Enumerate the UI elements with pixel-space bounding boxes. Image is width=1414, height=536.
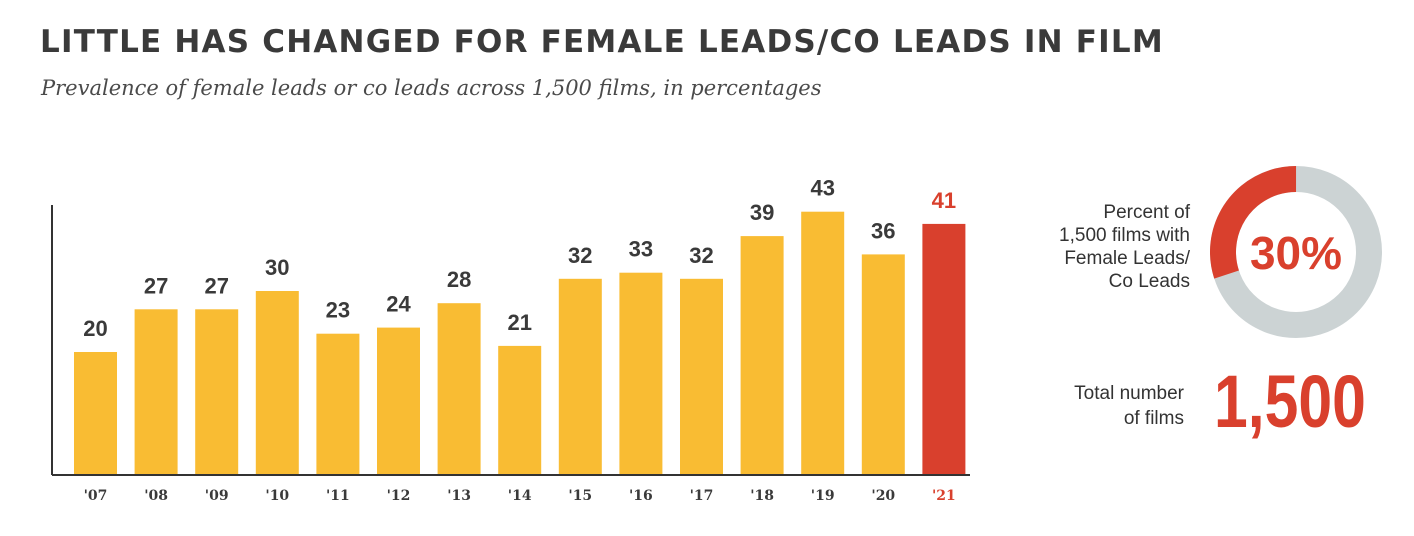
donut-description-line: Co Leads [1108, 271, 1190, 292]
tick-labels-group: '07 '08 '09 '10 '11 '12 '13 '14 '15 '16 '17 '18 '19 '… [84, 488, 956, 504]
bar-09 [195, 309, 239, 474]
data-label: 20 [83, 316, 107, 341]
total-films-description-line: Total number [1074, 383, 1184, 404]
x-tick-label: '08 [144, 488, 168, 504]
bar-13 [437, 303, 481, 474]
x-tick-label: '21 [932, 488, 956, 504]
bar-18 [740, 236, 784, 474]
data-label: 21 [507, 310, 531, 335]
bar-17 [680, 278, 723, 474]
bar-07 [74, 352, 117, 474]
data-label: 41 [932, 188, 956, 213]
x-tick-label: '14 [508, 488, 532, 504]
total-films-description-line: of films [1123, 408, 1184, 429]
donut-description-line: Female Leads/ [1064, 248, 1190, 269]
data-label: 36 [871, 218, 895, 243]
bar-11 [316, 333, 360, 474]
total-films-description: Total number of films [990, 381, 1184, 431]
donut-description: Percent of 1,500 films with Female Leads… [990, 201, 1190, 293]
data-label: 27 [144, 273, 168, 298]
x-tick-label: '20 [871, 488, 895, 504]
x-tick-label: '19 [811, 488, 835, 504]
data-labels-group: 20 27 27 30 23 24 28 21 32 33 32 39 43 36 41 [83, 176, 956, 341]
data-label: 43 [810, 176, 834, 201]
x-tick-label: '13 [447, 488, 471, 504]
bar-10 [255, 291, 299, 474]
bar-19 [801, 211, 845, 474]
x-tick-label: '16 [629, 488, 653, 504]
x-tick-label: '11 [326, 488, 350, 504]
bar-12 [377, 327, 420, 474]
x-tick-label: '10 [265, 488, 289, 504]
x-tick-label: '15 [568, 488, 592, 504]
bar-20 [861, 254, 905, 474]
x-tick-label: '09 [205, 488, 229, 504]
bar-16 [619, 272, 663, 474]
donut-description-line: Percent of [1103, 202, 1190, 223]
data-label: 23 [326, 298, 350, 323]
chart-subtitle: Prevalence of female leads or co leads a… [41, 76, 822, 100]
bar-08 [134, 309, 178, 474]
x-tick-label: '18 [750, 488, 774, 504]
data-label: 33 [629, 237, 653, 262]
bars-group [74, 211, 966, 474]
bar-15 [558, 278, 602, 474]
donut-segment [1210, 166, 1382, 338]
data-label: 32 [568, 243, 592, 268]
data-label: 28 [447, 267, 471, 292]
data-label: 30 [265, 255, 289, 280]
data-label: 32 [689, 243, 713, 268]
donut-description-line: 1,500 films with [1059, 225, 1190, 246]
bar-21 [922, 223, 966, 474]
bar-14 [498, 345, 542, 474]
x-tick-label: '17 [690, 488, 714, 504]
data-label: 39 [750, 200, 774, 225]
chart-title: LITTLE HAS CHANGED FOR FEMALE LEADS/CO L… [40, 24, 1164, 60]
donut-chart: 30% [1210, 166, 1382, 338]
total-films-value: 1,500 [1214, 360, 1366, 443]
x-tick-label: '12 [387, 488, 411, 504]
axes-group [51, 205, 970, 476]
donut-value-label: 30% [1250, 227, 1342, 279]
data-label: 24 [386, 292, 411, 317]
data-label: 27 [204, 273, 228, 298]
x-tick-label: '07 [84, 488, 108, 504]
